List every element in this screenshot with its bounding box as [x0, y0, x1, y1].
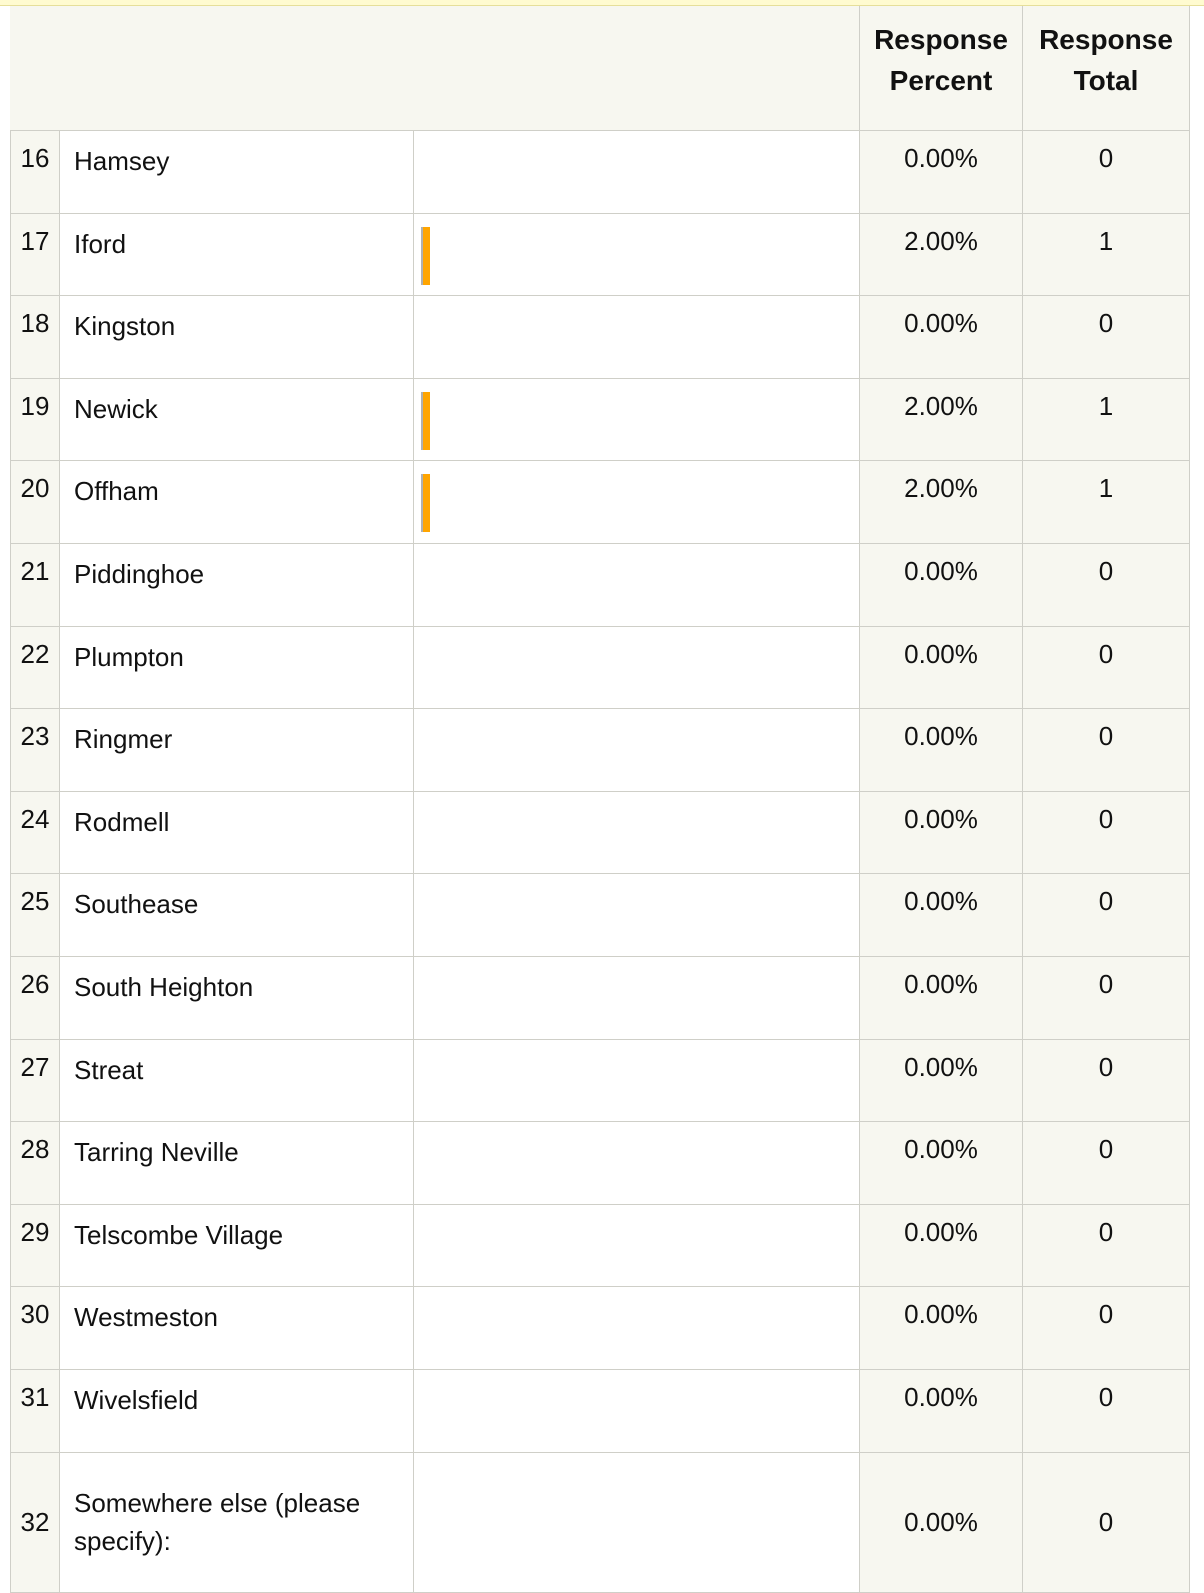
row-number: 20	[10, 461, 60, 544]
row-total: 1	[1023, 461, 1190, 544]
row-label: Somewhere else (please specify):	[60, 1452, 414, 1593]
row-number: 22	[10, 626, 60, 710]
bar-cell	[414, 461, 860, 544]
row-percent: 2.00%	[860, 378, 1023, 462]
row-number: 24	[10, 791, 60, 875]
row-total: 1	[1023, 213, 1190, 297]
row-number: 16	[10, 131, 60, 214]
row-number: 21	[10, 544, 60, 627]
bar	[421, 474, 430, 533]
row-label: Newick	[60, 378, 414, 462]
row-percent: 0.00%	[860, 957, 1023, 1040]
row-number: 29	[10, 1204, 60, 1288]
row-percent: 0.00%	[860, 709, 1023, 792]
row-total: 0	[1023, 1370, 1190, 1453]
row-label: Hamsey	[60, 131, 414, 214]
row-percent: 0.00%	[860, 1204, 1023, 1288]
bar-cell	[414, 874, 860, 957]
bar-cell	[414, 1452, 860, 1593]
row-total: 0	[1023, 131, 1190, 214]
row-percent: 0.00%	[860, 791, 1023, 875]
header-total: Response Total	[1023, 6, 1190, 131]
bar-cell	[414, 1122, 860, 1205]
bar	[421, 391, 430, 450]
row-percent: 0.00%	[860, 1122, 1023, 1205]
row-number: 31	[10, 1370, 60, 1453]
row-percent: 0.00%	[860, 626, 1023, 710]
row-percent: 0.00%	[860, 296, 1023, 379]
row-total: 0	[1023, 1039, 1190, 1123]
row-percent: 0.00%	[860, 1370, 1023, 1453]
row-percent: 2.00%	[860, 461, 1023, 544]
row-number: 32	[10, 1452, 60, 1593]
bar-cell	[414, 544, 860, 627]
row-label: Piddinghoe	[60, 544, 414, 627]
row-percent: 2.00%	[860, 213, 1023, 297]
bar-cell	[414, 1039, 860, 1123]
bar-cell	[414, 1287, 860, 1370]
row-total: 0	[1023, 791, 1190, 875]
row-percent: 0.00%	[860, 1039, 1023, 1123]
row-label: Iford	[60, 213, 414, 297]
row-percent: 0.00%	[860, 544, 1023, 627]
row-number: 27	[10, 1039, 60, 1123]
bar-cell	[414, 378, 860, 462]
row-percent: 0.00%	[860, 1452, 1023, 1593]
row-total: 0	[1023, 296, 1190, 379]
row-label: Ringmer	[60, 709, 414, 792]
row-percent: 0.00%	[860, 131, 1023, 214]
row-percent: 0.00%	[860, 874, 1023, 957]
row-label: Offham	[60, 461, 414, 544]
row-label: Plumpton	[60, 626, 414, 710]
row-label: Kingston	[60, 296, 414, 379]
row-label: Wivelsfield	[60, 1370, 414, 1453]
bar-cell	[414, 131, 860, 214]
bar-cell	[414, 791, 860, 875]
row-total: 0	[1023, 1452, 1190, 1593]
row-label: Telscombe Village	[60, 1204, 414, 1288]
bar	[421, 226, 430, 285]
row-total: 0	[1023, 874, 1190, 957]
row-total: 0	[1023, 544, 1190, 627]
bar-cell	[414, 957, 860, 1040]
row-total: 0	[1023, 957, 1190, 1040]
row-number: 26	[10, 957, 60, 1040]
row-total: 0	[1023, 1204, 1190, 1288]
bar-cell	[414, 296, 860, 379]
row-label: Southease	[60, 874, 414, 957]
row-label: South Heighton	[60, 957, 414, 1040]
row-total: 0	[1023, 626, 1190, 710]
top-strip	[0, 0, 1204, 6]
row-label: Rodmell	[60, 791, 414, 875]
row-label: Streat	[60, 1039, 414, 1123]
row-number: 17	[10, 213, 60, 297]
row-number: 18	[10, 296, 60, 379]
bar-cell	[414, 709, 860, 792]
bar-cell	[414, 213, 860, 297]
row-total: 0	[1023, 1287, 1190, 1370]
row-total: 1	[1023, 378, 1190, 462]
row-total: 0	[1023, 709, 1190, 792]
row-total: 0	[1023, 1122, 1190, 1205]
header-percent: Response Percent	[860, 6, 1023, 131]
bar-cell	[414, 626, 860, 710]
row-number: 19	[10, 378, 60, 462]
row-label: Westmeston	[60, 1287, 414, 1370]
row-number: 25	[10, 874, 60, 957]
row-label: Tarring Neville	[60, 1122, 414, 1205]
row-number: 23	[10, 709, 60, 792]
header-blank	[10, 6, 860, 131]
bar-cell	[414, 1204, 860, 1288]
row-number: 30	[10, 1287, 60, 1370]
bar-cell	[414, 1370, 860, 1453]
row-number: 28	[10, 1122, 60, 1205]
row-percent: 0.00%	[860, 1287, 1023, 1370]
